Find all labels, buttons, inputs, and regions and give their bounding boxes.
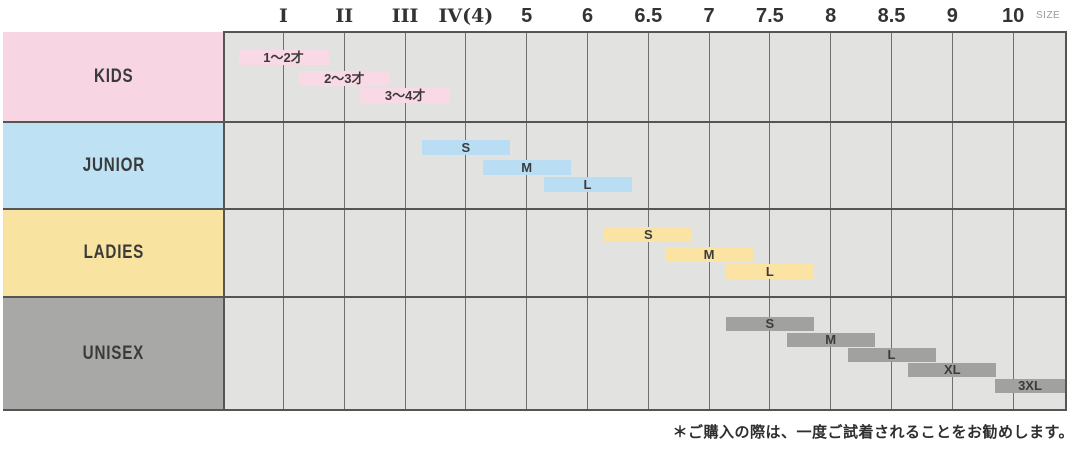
- bar-unisex-m: M: [786, 333, 875, 347]
- row-header-kids: KIDS: [3, 32, 224, 122]
- chart-border-line: [3, 121, 1067, 123]
- axis-tick-label: I: [279, 5, 288, 27]
- grid-line: [951, 32, 953, 411]
- bar-unisex-l: L: [847, 348, 936, 362]
- axis-tick-label: 5: [521, 5, 533, 27]
- axis-tick-label: 8.5: [877, 5, 906, 27]
- footnote: ＊ご購入の際は、一度ご試着されることをお勧めします。: [672, 424, 1074, 441]
- chart-border-line: [223, 31, 225, 411]
- bar-kids-1-2: 1～2才: [238, 50, 329, 65]
- axis-tick-label: 8: [825, 5, 837, 27]
- axis-tick-label: 7: [703, 5, 715, 27]
- chart-border-line: [3, 208, 1067, 210]
- bar-ladies-m: M: [665, 247, 754, 262]
- row-header-ladies: LADIES: [3, 209, 224, 297]
- bar-unisex-xl: XL: [908, 363, 997, 377]
- bar-ladies-s: S: [604, 227, 693, 242]
- grid-line: [769, 32, 771, 411]
- bar-junior-l: L: [543, 177, 632, 192]
- axis-tick-label: 9: [946, 5, 958, 27]
- bar-ladies-l: L: [725, 264, 814, 279]
- chart-border-line: [1065, 31, 1067, 411]
- axis-tick-label: 6: [581, 5, 594, 27]
- row-header-label: UNISEX: [82, 343, 145, 364]
- chart-border-line: [3, 409, 1067, 411]
- grid-line: [1012, 32, 1014, 411]
- grid-line: [647, 32, 649, 411]
- axis-tick-label: 10: [1001, 5, 1025, 27]
- grid-line: [465, 32, 467, 411]
- chart-border-line: [3, 296, 1067, 298]
- row-header-label: JUNIOR: [82, 154, 145, 176]
- axis-tick-label: 6.5: [634, 5, 663, 27]
- grid-line: [404, 32, 406, 411]
- bar-unisex-s: S: [725, 317, 814, 331]
- axis-tick-label: 7.5: [755, 5, 784, 27]
- row-header-unisex: UNISEX: [3, 297, 224, 411]
- bar-junior-m: M: [482, 160, 571, 175]
- bar-unisex-3xl: 3XL: [995, 379, 1065, 393]
- grid-line: [587, 32, 588, 411]
- size-axis-unit-label: SIZE: [1036, 10, 1061, 21]
- grid-line: [343, 32, 345, 411]
- row-header-label: LADIES: [83, 242, 144, 263]
- axis-tick-label: III: [391, 5, 419, 27]
- axis-tick-label: II: [335, 5, 354, 27]
- grid-line: [830, 32, 832, 411]
- grid-line: [283, 32, 284, 411]
- grid-line: [891, 32, 892, 411]
- axis-tick-label: IV(4): [438, 5, 494, 27]
- grid-line: [708, 32, 710, 411]
- plot-area: [224, 32, 1067, 411]
- chart-border-line: [224, 31, 1067, 33]
- bar-kids-2-3: 2～3才: [299, 71, 390, 86]
- bar-kids-3-4: 3～4才: [360, 88, 451, 103]
- grid-line: [526, 32, 528, 411]
- row-header-junior: JUNIOR: [3, 122, 224, 209]
- bar-junior-s: S: [421, 140, 510, 155]
- row-header-label: KIDS: [93, 66, 134, 87]
